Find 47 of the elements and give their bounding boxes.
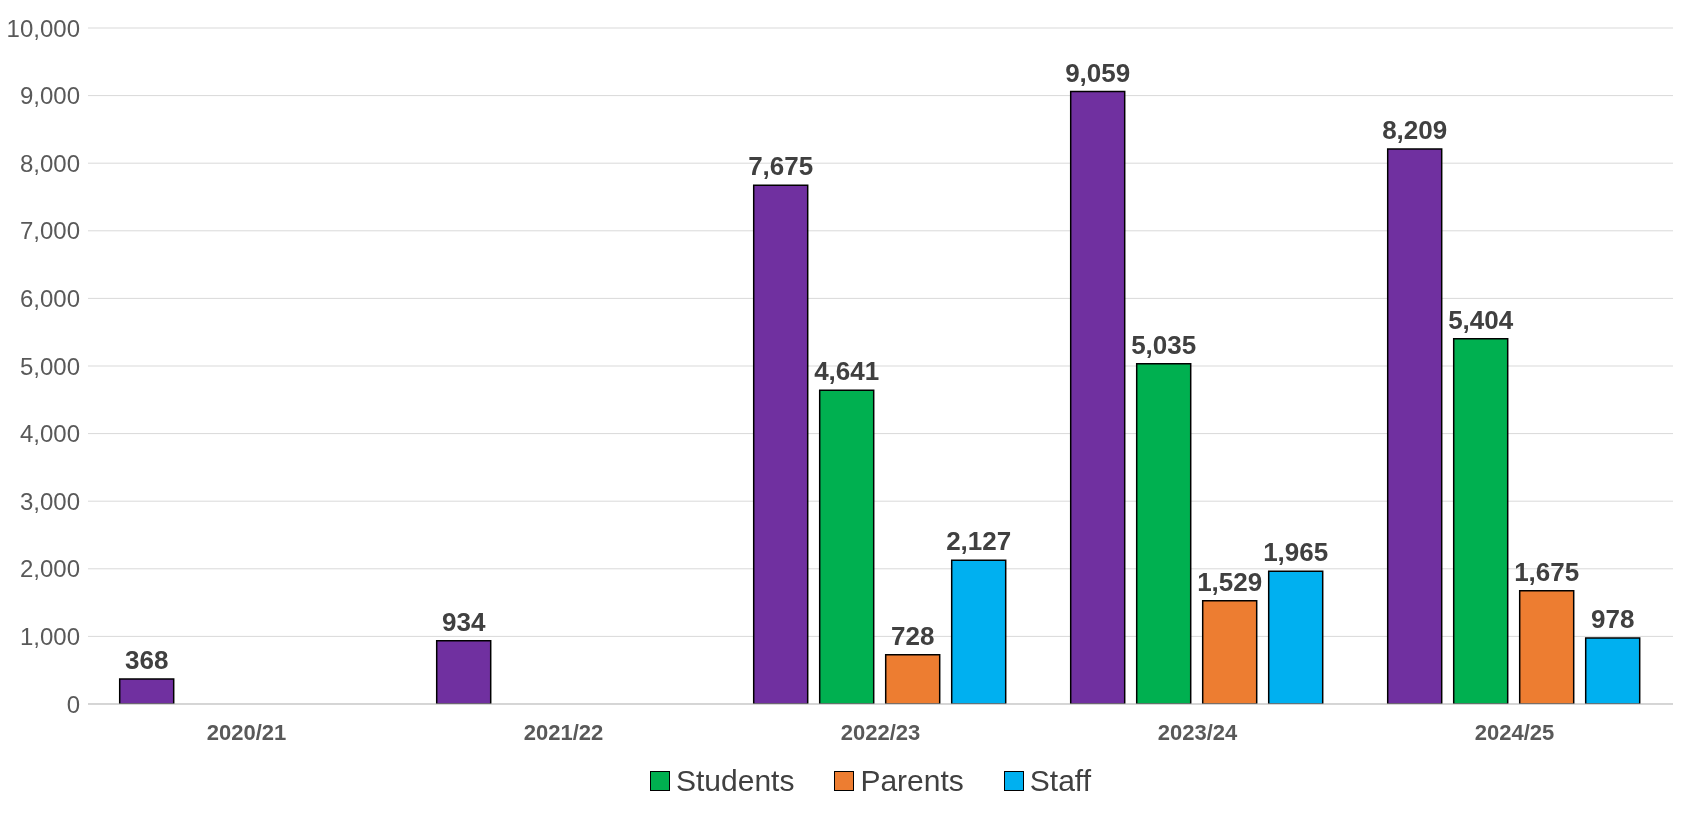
legend-label: Parents <box>860 764 964 798</box>
bar <box>1201 599 1258 704</box>
y-tick-label: 10,000 <box>6 14 80 42</box>
data-label: 4,641 <box>814 356 880 387</box>
data-label: 8,209 <box>1382 115 1448 146</box>
y-tick-label: 8,000 <box>19 149 80 177</box>
data-label: 934 <box>442 606 486 637</box>
y-tick-label: 5,000 <box>19 352 80 380</box>
data-label: 1,965 <box>1263 537 1329 568</box>
x-tick-label: 2023/24 <box>1157 719 1239 745</box>
y-tick-label: 2,000 <box>19 555 80 583</box>
x-tick-label: 2022/23 <box>840 719 921 745</box>
y-tick-label: 3,000 <box>19 487 80 515</box>
bar <box>1452 337 1509 704</box>
bar <box>1069 90 1126 704</box>
bar <box>118 678 175 704</box>
bar <box>1584 637 1641 704</box>
bar <box>884 654 941 704</box>
bar <box>1267 570 1324 704</box>
data-label: 1,529 <box>1197 566 1263 597</box>
data-label: 728 <box>891 620 935 651</box>
data-label: 368 <box>125 645 169 676</box>
bar <box>950 559 1007 704</box>
legend-label: Students <box>676 764 795 798</box>
y-tick-label: 4,000 <box>19 420 80 448</box>
bar <box>1386 148 1443 704</box>
data-label: 978 <box>1591 603 1635 634</box>
data-label: 7,675 <box>748 151 814 182</box>
data-label: 9,059 <box>1065 57 1131 88</box>
y-tick-label: 6,000 <box>19 284 80 312</box>
data-label: 5,404 <box>1448 304 1514 335</box>
legend-label: Staff <box>1029 764 1091 798</box>
y-tick-label: 1,000 <box>19 622 80 650</box>
x-tick-label: 2021/22 <box>523 719 604 745</box>
y-tick-label: 9,000 <box>19 82 80 110</box>
bar <box>1518 590 1575 704</box>
bar <box>1135 362 1192 704</box>
x-tick-label: 2024/25 <box>1474 719 1555 745</box>
bar <box>752 184 809 704</box>
x-tick-label: 2020/21 <box>206 719 287 745</box>
bar <box>818 389 875 704</box>
bar <box>435 640 492 704</box>
data-label: 5,035 <box>1131 329 1197 360</box>
y-tick-label: 0 <box>66 690 80 718</box>
data-label: 1,675 <box>1514 556 1580 587</box>
data-label: 2,127 <box>946 526 1012 557</box>
y-tick-label: 7,000 <box>19 217 80 245</box>
